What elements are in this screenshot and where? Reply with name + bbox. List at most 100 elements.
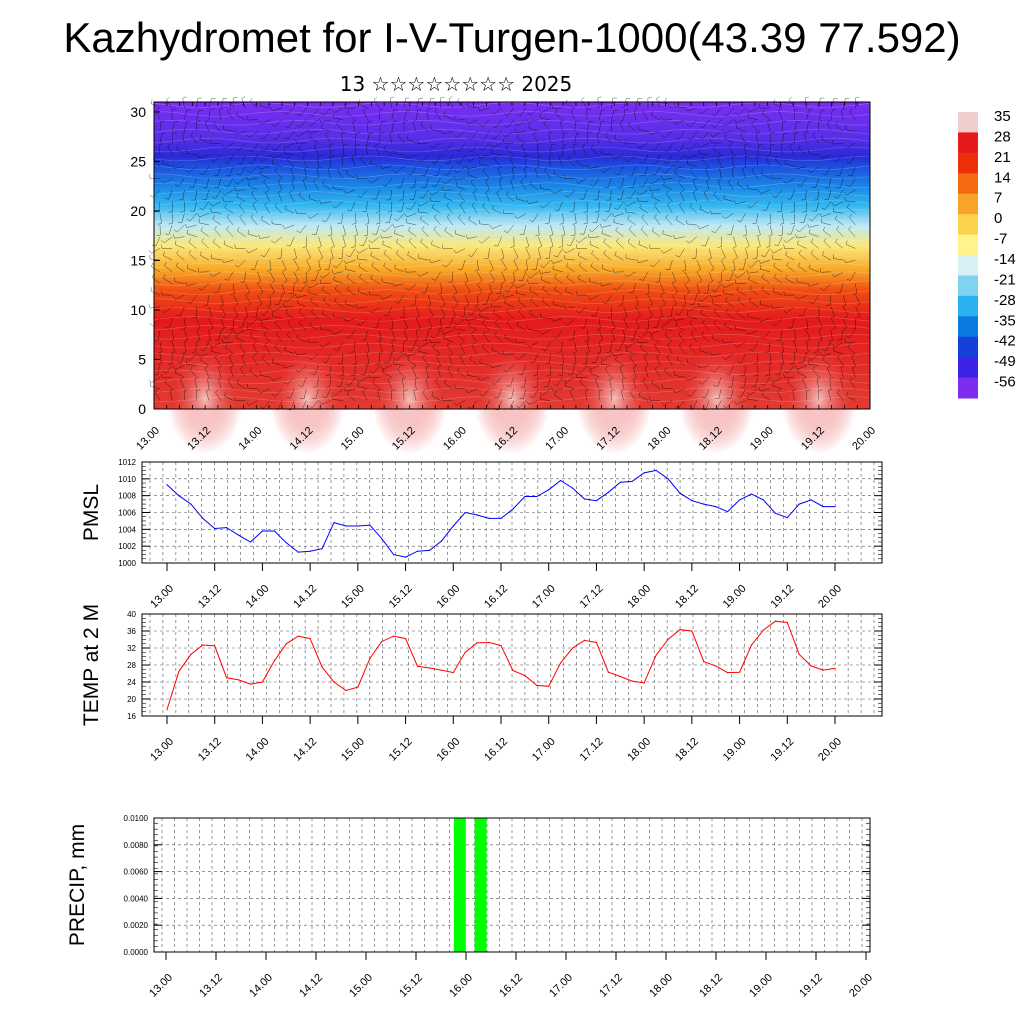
wind-barb <box>278 192 283 202</box>
wind-barb-flag <box>357 195 361 198</box>
colorbar-label: -56 <box>994 374 1016 391</box>
wind-barb-flag <box>634 108 638 111</box>
wind-barb-flag <box>600 357 605 361</box>
wind-barb <box>656 356 661 366</box>
wind-barb <box>504 337 514 343</box>
wind-barb <box>784 163 795 167</box>
wind-barb <box>678 333 685 343</box>
wind-barb <box>479 107 490 112</box>
wind-barb <box>248 185 258 191</box>
plot-frame <box>141 613 883 717</box>
wind-barb-flag <box>368 239 372 243</box>
wind-barb <box>823 241 832 249</box>
wind-barb-flag <box>237 162 242 165</box>
wind-barb <box>433 229 441 237</box>
wind-barb <box>367 341 370 352</box>
wind-barb <box>708 248 712 259</box>
wind-barb-flag <box>248 150 253 152</box>
wind-barb-flag <box>506 308 510 312</box>
wind-barb-flag <box>645 293 650 295</box>
wind-barb-flag <box>259 291 264 295</box>
pmsl-point <box>583 498 586 500</box>
wind-barb-flag <box>468 149 473 152</box>
contour-line <box>153 173 871 179</box>
wind-barb <box>559 121 563 132</box>
wind-barb <box>573 144 576 155</box>
wind-barb-flag <box>431 278 436 281</box>
wind-barb-flag <box>478 280 483 284</box>
wind-barb-flag <box>551 104 553 109</box>
wind-barb <box>566 277 575 284</box>
wind-barb-flag <box>321 220 326 223</box>
wind-barb <box>666 193 673 202</box>
wind-barb <box>619 122 624 132</box>
pmsl-point <box>452 525 454 527</box>
wind-barb-flag <box>558 154 563 158</box>
wind-barb-flag <box>577 159 579 164</box>
colorbar-swatch <box>958 132 978 154</box>
wind-barb <box>262 154 270 162</box>
wind-barb <box>336 169 344 179</box>
wind-barb-flag <box>161 244 163 249</box>
wind-barb-flag <box>587 296 591 300</box>
wind-barb <box>625 142 636 145</box>
wind-barb <box>238 142 246 151</box>
wind-barb <box>727 107 734 117</box>
wind-barb <box>306 248 311 258</box>
wind-barb-flag <box>628 292 633 294</box>
wind-barb <box>252 344 258 354</box>
wind-barb-flag <box>270 154 273 159</box>
wind-barb <box>809 268 819 273</box>
wind-barb <box>796 281 807 284</box>
wind-barb-flag <box>309 134 312 139</box>
wind-barb <box>224 142 234 149</box>
wind-barb-flag <box>831 273 835 278</box>
wind-barb-flag <box>172 164 175 169</box>
wind-barb <box>731 377 734 388</box>
wind-barb-flag <box>497 166 502 170</box>
wind-barb <box>589 166 600 169</box>
wind-barb <box>811 353 819 361</box>
wind-barb-flag <box>236 192 239 197</box>
wind-barb-flag <box>343 189 347 194</box>
wind-barb <box>627 218 636 226</box>
wind-barb-flag <box>702 319 706 323</box>
wind-barb-flag <box>383 145 386 149</box>
wind-barb <box>644 367 649 378</box>
wind-barb <box>565 103 575 109</box>
wind-barb-flag <box>239 342 243 346</box>
wind-barb <box>476 271 483 281</box>
wind-barb-flag <box>762 109 765 114</box>
wind-barb <box>726 400 734 408</box>
wind-barb-flag <box>240 365 244 369</box>
wind-barb <box>797 365 807 370</box>
wind-barb <box>517 137 527 144</box>
wind-barb <box>379 341 383 352</box>
wind-barb-flag <box>636 338 639 343</box>
wind-barb-flag <box>717 281 722 283</box>
wind-barb-flag <box>602 301 606 304</box>
pmsl-point <box>345 525 347 527</box>
wind-barb <box>825 341 832 351</box>
wind-barb-flag <box>458 268 463 270</box>
temp-point <box>739 671 741 673</box>
wind-barb-flag <box>307 257 311 260</box>
wind-barb <box>176 265 185 273</box>
wind-barb-flag <box>368 244 370 249</box>
wind-barb-flag <box>187 264 189 269</box>
wind-barb-flag <box>690 330 694 335</box>
wind-barb <box>393 364 405 366</box>
wind-barb <box>159 341 162 352</box>
wind-barb <box>208 109 211 120</box>
x-tick-label: 15.00 <box>339 425 367 453</box>
wind-barb <box>159 121 161 132</box>
wind-barb-flag <box>639 278 644 281</box>
wind-barb-flag <box>224 204 227 208</box>
wind-barb-flag <box>346 274 349 278</box>
wind-barb <box>536 144 539 155</box>
wind-barb <box>643 356 649 366</box>
wind-barb-flag <box>736 309 739 314</box>
y-tick-label: 24 <box>127 678 136 687</box>
wind-barb-flag <box>517 134 519 139</box>
